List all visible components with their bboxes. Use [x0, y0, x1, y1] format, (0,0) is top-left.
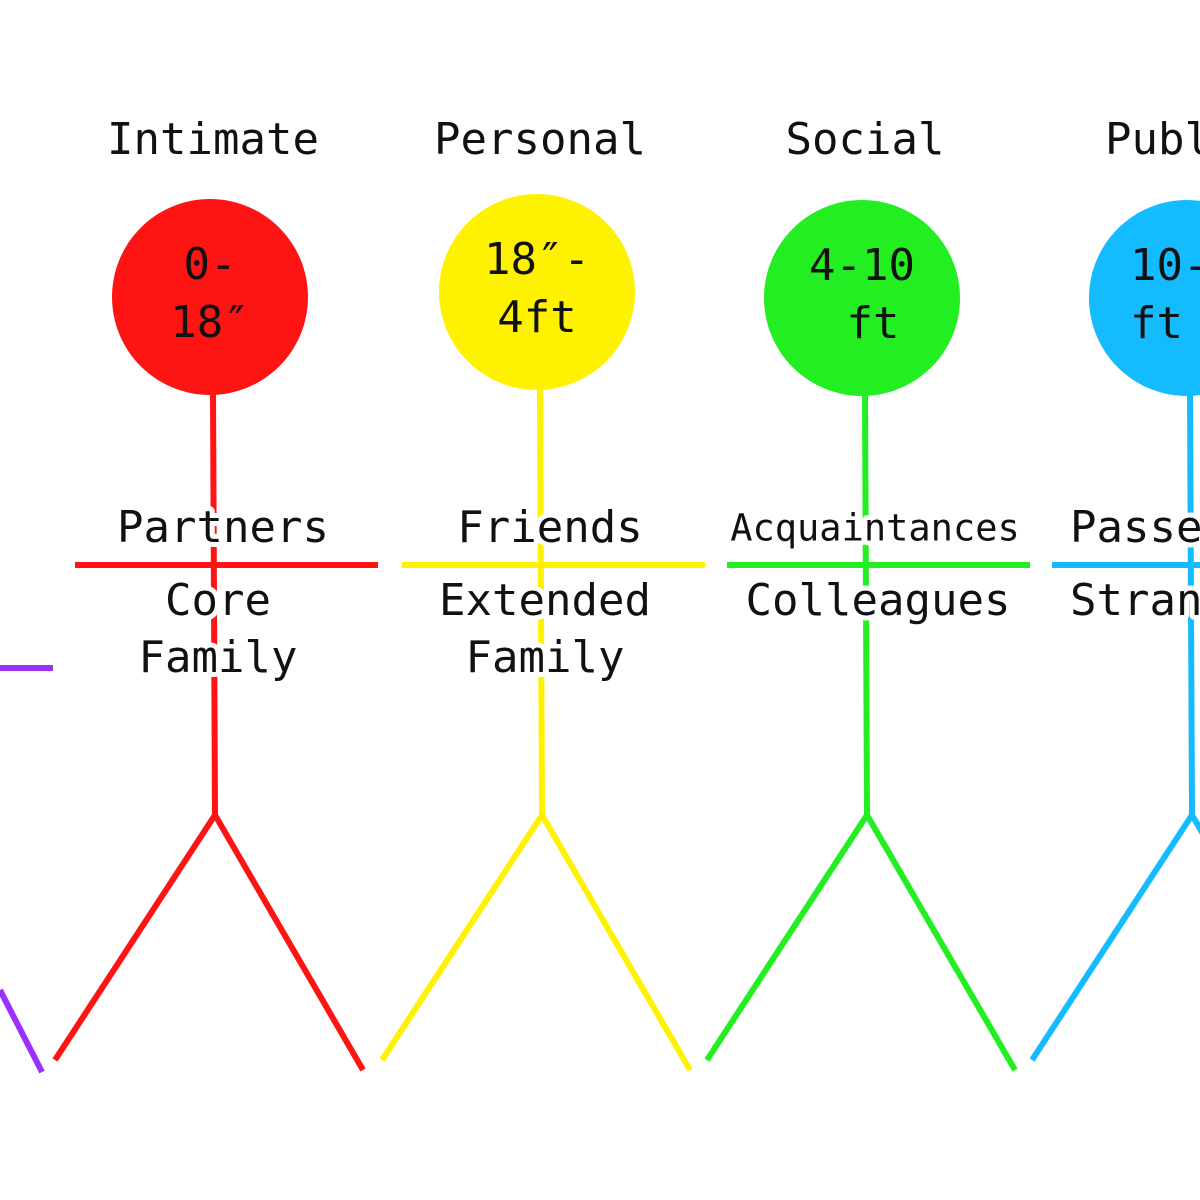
zone-title: Personal [434, 114, 646, 165]
relation-below: Family [139, 632, 298, 683]
leg [864, 813, 1018, 1072]
distance: 18″ [170, 297, 249, 348]
head [1089, 200, 1200, 396]
relation-above: Acquaintances [730, 507, 1020, 550]
leg [212, 813, 366, 1072]
distance: 4ft [497, 292, 576, 343]
relation-below: Extended [439, 575, 651, 626]
distance: ft [847, 298, 900, 349]
head [112, 199, 308, 395]
body [210, 391, 218, 816]
body [862, 392, 870, 816]
leg [0, 988, 45, 1074]
relation-above: Passe [1070, 502, 1200, 553]
relation-below: Stran [1070, 575, 1200, 626]
relation-below: Colleagues [746, 575, 1011, 626]
distance: 18″- [484, 234, 590, 285]
relation-below: Core [165, 575, 271, 626]
zone-title: Publ [1105, 114, 1200, 165]
relation-above: Partners [117, 502, 329, 553]
distance: 10- [1130, 240, 1200, 291]
relation-below: Family [466, 632, 625, 683]
leg [52, 813, 218, 1062]
distance: 0- [184, 239, 237, 290]
head [439, 194, 635, 390]
distance: 4-10 [809, 240, 915, 291]
leg [1029, 813, 1195, 1062]
leg [1189, 813, 1200, 835]
leg [539, 813, 693, 1072]
body [1187, 392, 1195, 816]
zone-title: Social [786, 114, 945, 165]
zone-title: Intimate [107, 114, 319, 165]
body [537, 386, 545, 816]
distance: ft [1130, 298, 1183, 349]
head [764, 200, 960, 396]
leg [704, 813, 870, 1062]
relation-above: Friends [457, 502, 642, 553]
leg [379, 813, 545, 1062]
